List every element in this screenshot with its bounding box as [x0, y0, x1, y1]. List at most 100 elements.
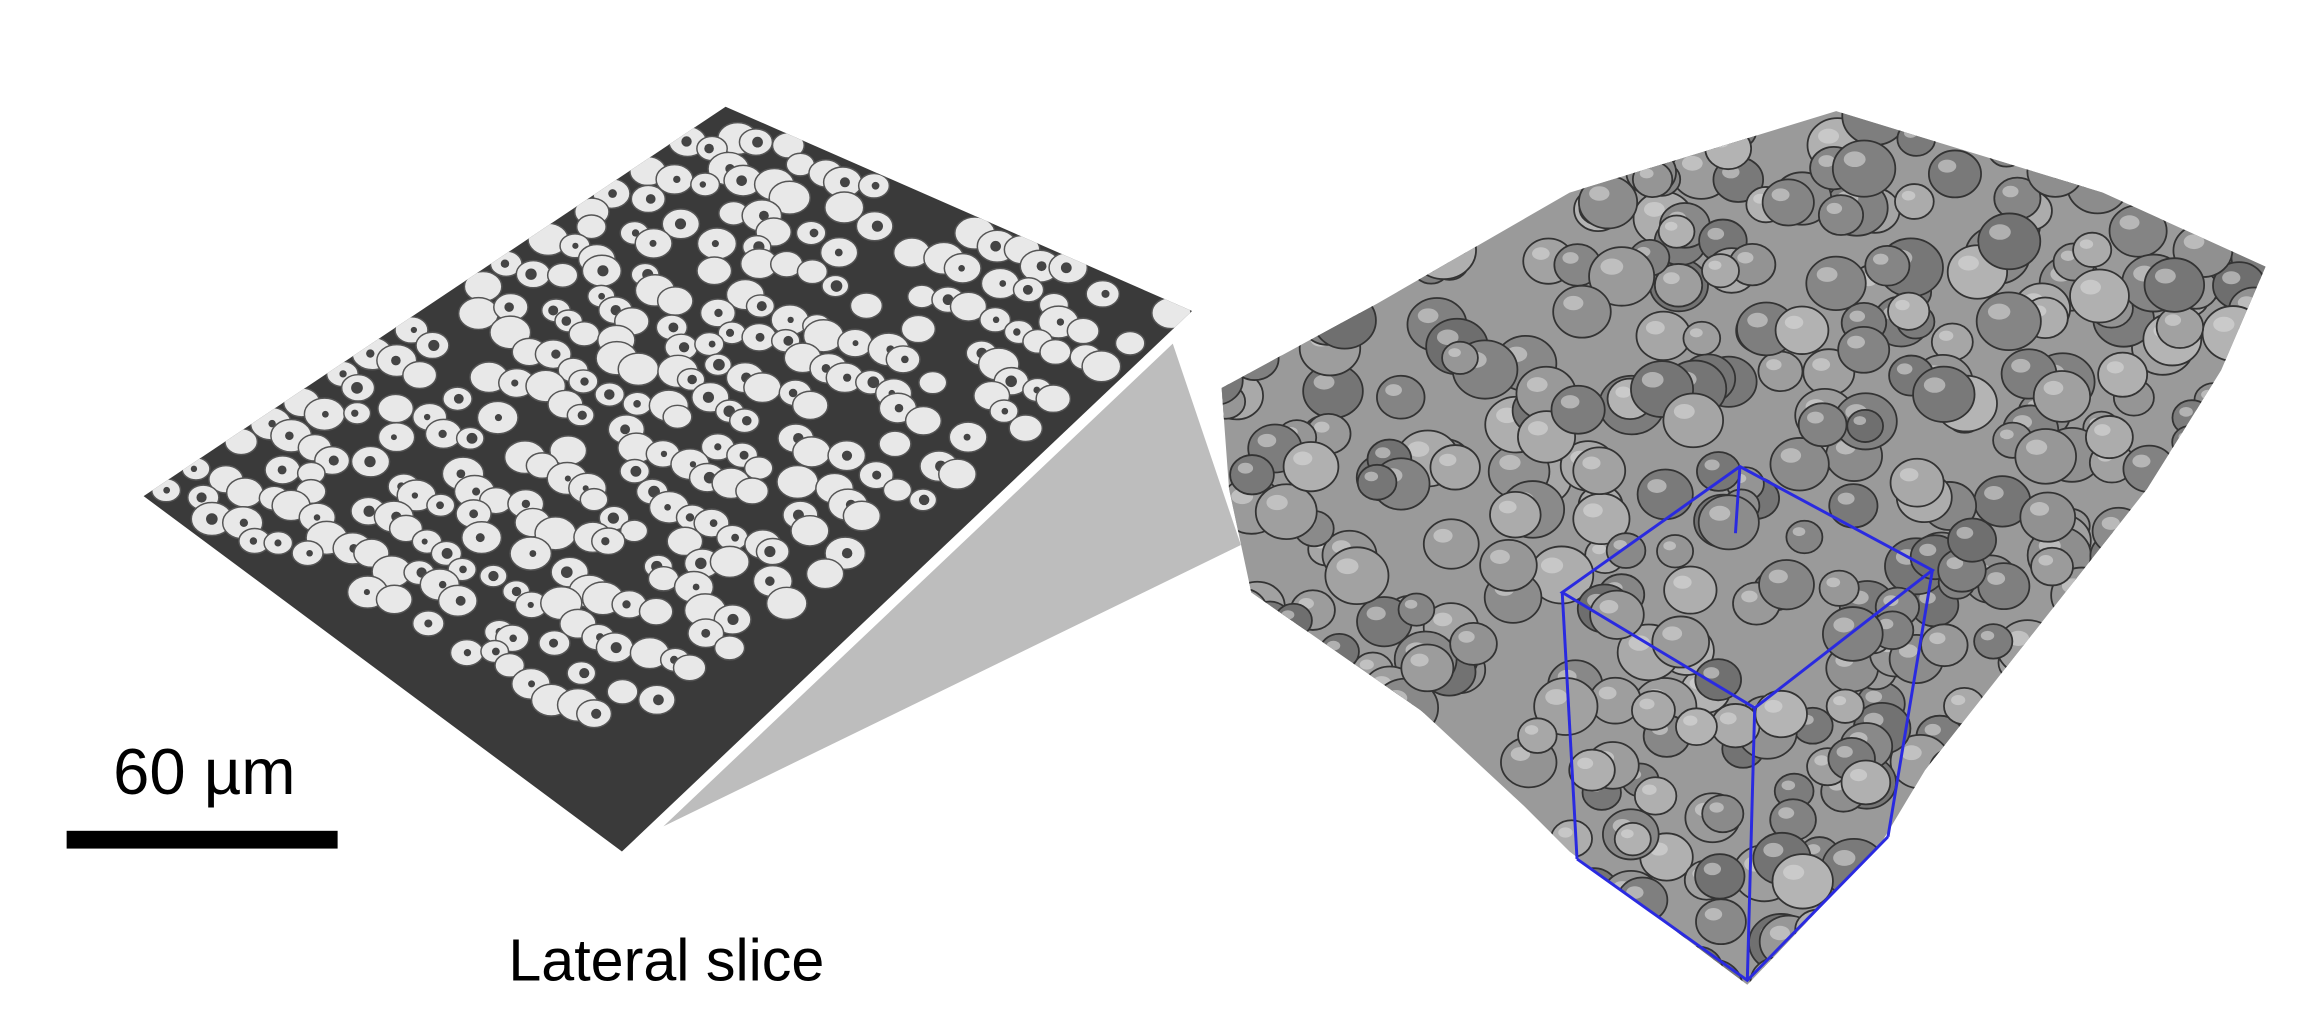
- volume-cell: [2158, 918, 2205, 961]
- volume-cell: [2200, 123, 2259, 176]
- cell-highlight: [1201, 745, 1220, 759]
- volume-cell: [1362, 809, 1418, 859]
- cell-highlight: [1578, 876, 1595, 889]
- volume-cell: [1410, 220, 1477, 281]
- volume-cell: [1797, 402, 1848, 448]
- cell-highlight: [2183, 234, 2205, 250]
- cell-nucleus: [704, 143, 714, 154]
- cell-nucleus: [1036, 261, 1047, 272]
- cell-nucleus: [736, 175, 747, 186]
- cell-highlight: [2094, 424, 2111, 436]
- cell-nucleus: [867, 376, 880, 389]
- cell-highlight: [1538, 126, 1552, 137]
- cell-highlight: [1261, 747, 1284, 764]
- volume-cell: [2026, 145, 2085, 198]
- volume-cell: [2143, 257, 2206, 313]
- cell-highlight: [2047, 964, 2062, 974]
- cell-highlight: [1353, 693, 1369, 704]
- volume-cell: [1356, 463, 1398, 501]
- slice-cell: [709, 545, 750, 579]
- volume-cell: [2040, 956, 2081, 985]
- cell-highlight: [2226, 935, 2243, 948]
- cell-highlight: [2029, 825, 2048, 839]
- cell-highlight: [1621, 829, 1634, 839]
- volume-cell: [1260, 111, 1311, 149]
- volume-cell: [1912, 365, 1976, 423]
- cell-highlight: [1953, 911, 1970, 923]
- cell-highlight: [2199, 794, 2218, 809]
- volume-cell: [1489, 490, 1542, 539]
- volume-cell: [1663, 565, 1718, 615]
- cell-highlight: [2177, 88, 2197, 102]
- cell-highlight: [1588, 909, 1611, 926]
- cell-highlight: [1198, 365, 1217, 379]
- cell-highlight: [1747, 312, 1768, 328]
- cell-highlight: [1299, 192, 1318, 205]
- cell-highlight: [1678, 965, 1695, 978]
- cell-highlight: [1417, 798, 1433, 810]
- cell-highlight: [1934, 785, 1952, 799]
- volume-cell: [1307, 122, 1351, 162]
- cell-highlight: [1938, 756, 1955, 769]
- volume-cell: [1522, 918, 1570, 962]
- volume-cell: [1341, 967, 1388, 985]
- cell-nucleus: [834, 248, 843, 257]
- cell-highlight: [1872, 253, 1889, 265]
- volume-cell: [1449, 621, 1498, 666]
- cell-highlight: [1996, 947, 2020, 964]
- cell-nucleus: [674, 218, 687, 230]
- volume-cell: [1221, 175, 1267, 224]
- volume-cell: [2229, 166, 2266, 201]
- volume-cell: [1550, 384, 1606, 435]
- volume-cell: [1299, 950, 1354, 985]
- volume-cell: [1313, 185, 1361, 229]
- cell-highlight: [1237, 462, 1254, 474]
- volume-cell: [2186, 111, 2226, 125]
- volume-cell: [1828, 483, 1879, 529]
- cell-nucleus: [285, 431, 294, 441]
- volume-cell: [2178, 729, 2231, 777]
- cell-highlight: [1524, 725, 1539, 735]
- cell-highlight: [1412, 783, 1434, 799]
- cell-highlight: [2045, 695, 2069, 712]
- cell-nucleus: [653, 694, 664, 706]
- cell-highlight: [1369, 238, 1391, 254]
- cell-highlight: [1433, 528, 1453, 543]
- cell-highlight: [2260, 523, 2266, 536]
- cell-highlight: [1532, 247, 1550, 260]
- cell-highlight: [2132, 454, 2151, 468]
- cell-highlight: [2183, 925, 2199, 937]
- volume-cell: [1221, 766, 1253, 825]
- cell-highlight: [2194, 97, 2207, 106]
- cell-highlight: [1299, 738, 1323, 755]
- cell-highlight: [1599, 600, 1619, 614]
- cell-highlight: [2212, 209, 2229, 221]
- cell-nucleus: [466, 432, 478, 444]
- cell-highlight: [1339, 693, 1354, 703]
- cell-nucleus: [564, 475, 571, 482]
- cell-highlight: [2254, 585, 2266, 599]
- cell-highlight: [2101, 516, 2120, 530]
- volume-cell: [2073, 853, 2120, 895]
- volume-cell: [1400, 643, 1455, 693]
- volume-cell: [1924, 776, 1976, 823]
- cell-nucleus: [390, 434, 397, 441]
- volume-cell: [2108, 754, 2157, 798]
- cell-highlight: [2156, 144, 2177, 159]
- cell-highlight: [2195, 936, 2218, 954]
- volume-cell: [1229, 454, 1275, 496]
- cell-highlight: [1951, 695, 1966, 706]
- cell-highlight: [1317, 230, 1332, 241]
- volume-cell: [1761, 178, 1815, 227]
- slice-cell: [619, 519, 649, 543]
- cell-highlight: [1903, 128, 1918, 138]
- volume-cell: [1324, 546, 1390, 605]
- volume-cell: [2049, 757, 2115, 817]
- volume-cell: [1221, 692, 1245, 727]
- volume-cell: [2133, 536, 2197, 594]
- volume-cell: [1568, 867, 1619, 913]
- volume-cell: [1221, 734, 1247, 786]
- slice-cell: [743, 372, 782, 404]
- cell-nucleus: [992, 316, 1000, 324]
